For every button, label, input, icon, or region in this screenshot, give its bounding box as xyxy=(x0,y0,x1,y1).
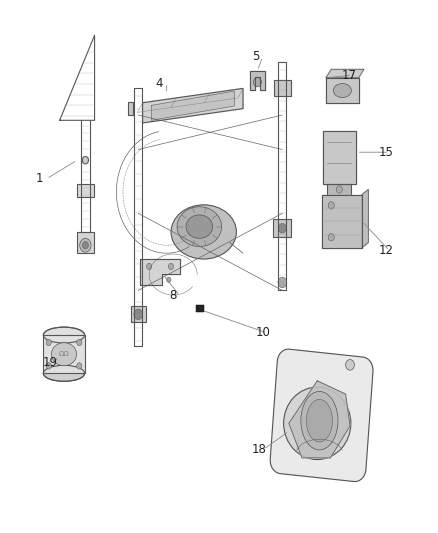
Circle shape xyxy=(134,309,143,320)
Text: 12: 12 xyxy=(378,244,393,257)
Circle shape xyxy=(279,223,286,233)
Polygon shape xyxy=(326,69,364,78)
Circle shape xyxy=(346,360,354,370)
Bar xyxy=(196,305,204,312)
Polygon shape xyxy=(250,71,265,90)
Circle shape xyxy=(82,157,88,164)
Bar xyxy=(77,184,94,197)
Bar xyxy=(273,219,291,237)
Polygon shape xyxy=(326,78,359,103)
Circle shape xyxy=(77,363,82,369)
Ellipse shape xyxy=(306,399,332,442)
Bar xyxy=(327,184,351,195)
Text: 17: 17 xyxy=(341,69,356,82)
Polygon shape xyxy=(143,88,243,123)
Ellipse shape xyxy=(43,366,85,381)
Circle shape xyxy=(336,185,343,193)
Text: 4: 4 xyxy=(155,77,163,90)
Circle shape xyxy=(166,277,171,282)
Text: 15: 15 xyxy=(378,146,393,159)
Text: 1: 1 xyxy=(35,172,43,185)
Circle shape xyxy=(147,263,152,270)
Bar xyxy=(43,335,85,373)
Circle shape xyxy=(328,233,334,241)
Polygon shape xyxy=(151,91,234,120)
Circle shape xyxy=(80,238,91,252)
Circle shape xyxy=(77,340,82,346)
Circle shape xyxy=(46,363,51,369)
Circle shape xyxy=(168,263,173,270)
Circle shape xyxy=(278,277,287,288)
Text: 19: 19 xyxy=(42,356,57,369)
Text: 18: 18 xyxy=(252,443,267,456)
Polygon shape xyxy=(270,349,373,481)
Ellipse shape xyxy=(171,205,237,259)
Ellipse shape xyxy=(284,387,351,459)
Ellipse shape xyxy=(301,391,338,450)
Polygon shape xyxy=(323,131,356,184)
Bar xyxy=(131,306,146,322)
Circle shape xyxy=(254,77,261,87)
Circle shape xyxy=(328,201,334,209)
Ellipse shape xyxy=(333,84,351,98)
Ellipse shape xyxy=(43,327,85,343)
Polygon shape xyxy=(141,259,180,285)
Circle shape xyxy=(82,241,88,249)
Bar xyxy=(274,80,290,96)
Ellipse shape xyxy=(186,215,213,238)
Bar xyxy=(128,102,133,115)
Bar xyxy=(77,232,94,253)
Text: 8: 8 xyxy=(169,289,176,302)
Polygon shape xyxy=(322,195,362,248)
Ellipse shape xyxy=(177,207,222,246)
Polygon shape xyxy=(362,189,368,248)
Ellipse shape xyxy=(51,343,77,366)
Text: 10: 10 xyxy=(256,326,271,340)
Text: 5: 5 xyxy=(252,50,259,63)
Circle shape xyxy=(46,340,51,346)
Polygon shape xyxy=(289,381,350,458)
Text: ΩΩ: ΩΩ xyxy=(59,351,69,357)
